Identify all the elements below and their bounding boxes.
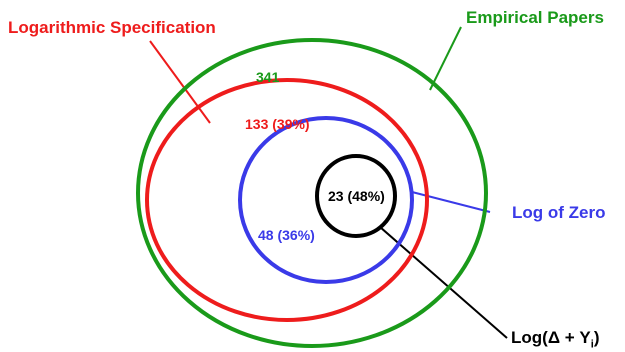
count-log-of-zero: 48 (36%) (258, 227, 315, 243)
connector-log-delta-y (379, 226, 508, 339)
connector-logarithmic-specification (149, 40, 211, 124)
label-empirical-papers: Empirical Papers (466, 8, 604, 27)
label-log-of-zero: Log of Zero (512, 203, 606, 222)
circle-log-delta-y (315, 154, 397, 238)
circle-empirical-papers (136, 38, 488, 348)
label-log-delta-y-suffix: ) (593, 328, 600, 347)
circle-logarithmic-specification (145, 78, 429, 322)
label-log-delta-y-main: Log(Δ + Y (511, 328, 591, 347)
circle-log-of-zero (238, 116, 414, 284)
connector-log-of-zero (411, 191, 491, 213)
count-logarithmic-specification: 133 (39%) (245, 116, 310, 132)
count-log-delta-y: 23 (48%) (328, 188, 385, 204)
label-log-delta-y: Log(Δ + Yi) (511, 328, 599, 350)
label-logarithmic-specification: Logarithmic Specification (8, 18, 216, 37)
count-empirical-papers: 341 (256, 69, 280, 85)
connector-empirical-papers (429, 26, 462, 91)
label-log-delta-y-subscript: i (590, 338, 594, 351)
